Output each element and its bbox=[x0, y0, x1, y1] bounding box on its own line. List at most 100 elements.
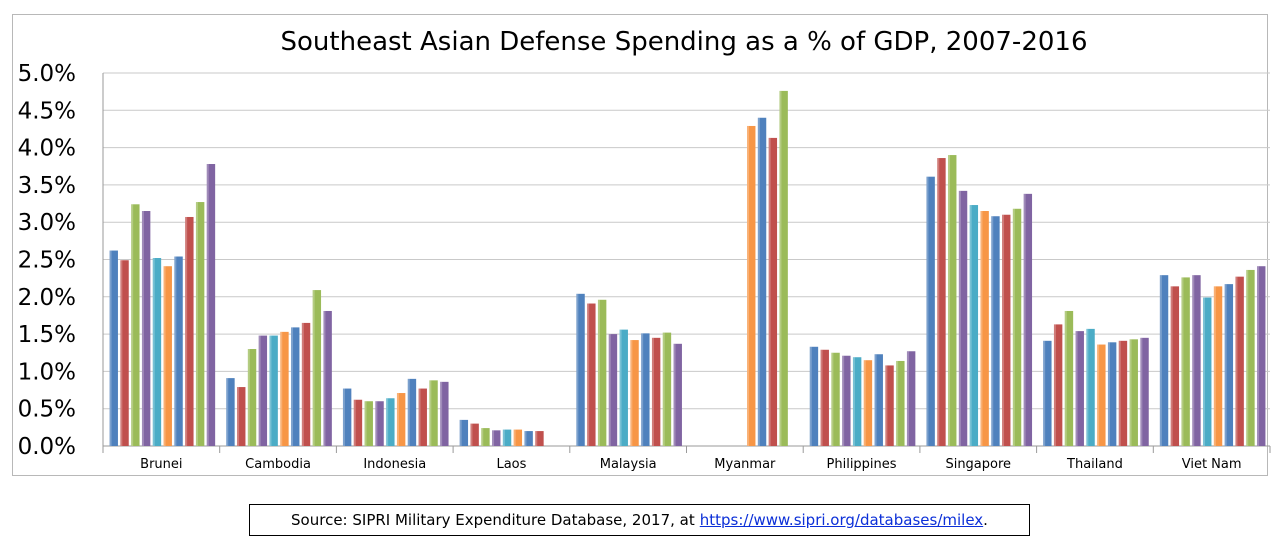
bar bbox=[258, 335, 268, 446]
y-tick-label: 2.5% bbox=[18, 248, 76, 274]
bar bbox=[396, 393, 406, 446]
bar-highlight bbox=[364, 401, 367, 446]
bar bbox=[1118, 340, 1128, 446]
bar bbox=[1086, 328, 1095, 446]
bar-highlight bbox=[619, 329, 622, 446]
bar bbox=[587, 303, 596, 446]
y-tick-label: 4.0% bbox=[18, 136, 76, 162]
bar-highlight bbox=[747, 125, 750, 446]
bar bbox=[597, 299, 607, 446]
x-tick-label: Philippines bbox=[827, 457, 897, 472]
bar bbox=[1043, 340, 1052, 446]
bar bbox=[364, 401, 373, 446]
y-tick-label: 0.5% bbox=[18, 397, 76, 423]
bar-highlight bbox=[1140, 337, 1143, 446]
bar-highlight bbox=[1097, 344, 1100, 446]
bar bbox=[1129, 339, 1138, 446]
bar-highlight bbox=[323, 310, 326, 446]
bar-highlight bbox=[1012, 208, 1015, 446]
chart-title: Southeast Asian Defense Spending as a % … bbox=[281, 27, 1088, 57]
bar-highlight bbox=[1002, 214, 1005, 446]
bar-highlight bbox=[1086, 328, 1089, 446]
bar-highlight bbox=[874, 354, 877, 446]
bar-highlight bbox=[641, 333, 644, 446]
bar-highlight bbox=[896, 360, 899, 446]
bar-highlight bbox=[342, 388, 345, 446]
bar-highlight bbox=[1213, 286, 1216, 446]
bar bbox=[885, 365, 894, 446]
y-tick-label: 1.0% bbox=[18, 359, 76, 385]
bar-highlight bbox=[1043, 340, 1046, 446]
bar bbox=[673, 343, 682, 446]
bar-highlight bbox=[587, 303, 590, 446]
bar-highlight bbox=[1224, 284, 1227, 446]
bar-highlight bbox=[597, 299, 600, 446]
bar-highlight bbox=[258, 335, 261, 446]
bar-highlight bbox=[407, 378, 410, 446]
bar-highlight bbox=[492, 430, 495, 446]
bar bbox=[1224, 284, 1234, 446]
bar bbox=[247, 349, 257, 446]
bar-highlight bbox=[163, 266, 166, 446]
bar-highlight bbox=[1235, 276, 1238, 446]
source-text: Source: SIPRI Military Expenditure Datab… bbox=[291, 511, 695, 529]
bar-highlight bbox=[120, 260, 123, 446]
bar-highlight bbox=[757, 117, 760, 446]
bar-highlight bbox=[440, 381, 443, 446]
bar-highlight bbox=[1118, 340, 1121, 446]
bar-highlight bbox=[237, 387, 240, 446]
bar-highlight bbox=[820, 349, 823, 446]
bar bbox=[185, 216, 194, 446]
bar bbox=[651, 337, 661, 446]
bar-highlight bbox=[174, 256, 177, 446]
bar bbox=[429, 380, 438, 446]
bar-highlight bbox=[502, 429, 505, 446]
bar-highlight bbox=[226, 378, 229, 446]
bar bbox=[459, 419, 469, 446]
bar-highlight bbox=[842, 355, 845, 446]
bar-highlight bbox=[1257, 266, 1260, 446]
bar-highlight bbox=[630, 340, 633, 446]
x-tick-label: Indonesia bbox=[363, 457, 426, 472]
bar bbox=[874, 354, 883, 446]
bar-highlight bbox=[524, 431, 527, 446]
bar-highlight bbox=[1170, 286, 1173, 446]
bar bbox=[630, 340, 639, 446]
bar-highlight bbox=[269, 335, 272, 446]
bar bbox=[1107, 342, 1117, 446]
x-tick-label: Cambodia bbox=[245, 457, 311, 472]
bar-highlight bbox=[980, 211, 983, 446]
x-tick-label: Myanmar bbox=[714, 457, 776, 472]
bar-highlight bbox=[459, 419, 462, 446]
bar-highlight bbox=[470, 423, 473, 446]
bar-highlight bbox=[608, 334, 611, 446]
bar bbox=[926, 176, 935, 446]
bar-highlight bbox=[1246, 269, 1249, 446]
bar-highlight bbox=[535, 431, 538, 446]
bar-highlight bbox=[991, 216, 994, 446]
source-link[interactable]: https://www.sipri.org/databases/milex bbox=[699, 511, 984, 529]
bar bbox=[1170, 286, 1180, 446]
bar bbox=[1075, 331, 1084, 446]
bar-highlight bbox=[937, 158, 940, 446]
bar bbox=[1257, 266, 1266, 446]
bar-highlight bbox=[926, 176, 929, 446]
bar bbox=[852, 357, 862, 446]
bar-highlight bbox=[651, 337, 654, 446]
bar bbox=[163, 266, 172, 446]
bar bbox=[418, 388, 427, 446]
y-tick-label: 4.5% bbox=[18, 98, 76, 124]
bar bbox=[502, 429, 512, 446]
bar-highlight bbox=[852, 357, 855, 446]
bar bbox=[1213, 286, 1223, 446]
bar bbox=[662, 332, 672, 446]
bar-highlight bbox=[353, 399, 356, 446]
bar-highlight bbox=[969, 205, 972, 446]
bar bbox=[524, 431, 533, 446]
x-tick-label: Brunei bbox=[140, 457, 182, 472]
bar bbox=[1140, 337, 1149, 446]
bar bbox=[492, 430, 501, 446]
bar-highlight bbox=[662, 332, 665, 446]
bar bbox=[375, 401, 384, 446]
bar bbox=[141, 211, 151, 446]
